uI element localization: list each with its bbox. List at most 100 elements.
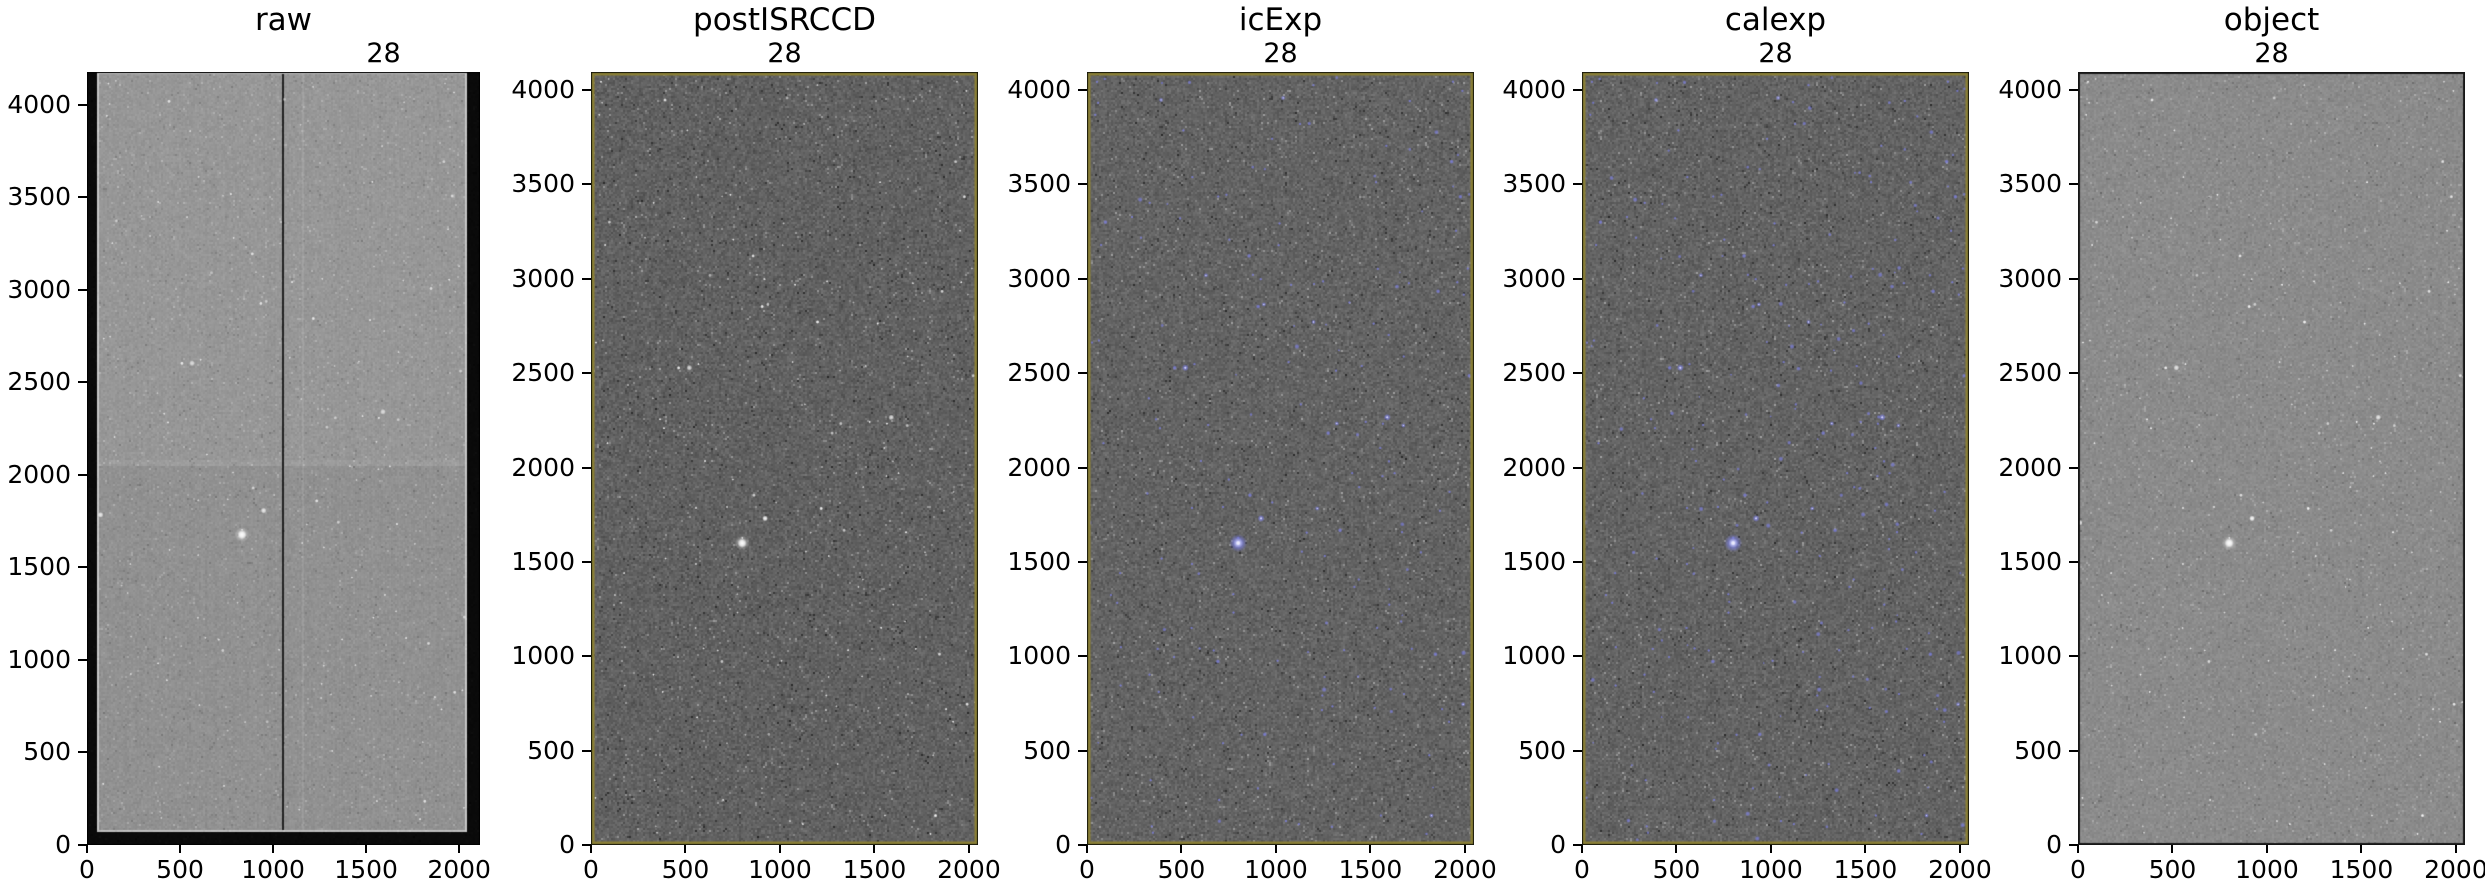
x-tick-label: 1500 <box>1833 855 1898 884</box>
ccd-image <box>2078 72 2465 845</box>
y-tick-label: 2000 <box>1998 452 2062 482</box>
x-tick <box>2171 845 2174 853</box>
y-tick <box>78 473 87 476</box>
ccd-image <box>1582 72 1969 845</box>
x-tick-label: 1000 <box>1244 855 1308 884</box>
x-tick-label: 1000 <box>1739 855 1803 884</box>
x-tick <box>1864 845 1867 853</box>
y-tick <box>1573 749 1582 752</box>
y-tick <box>2069 89 2078 92</box>
y-tick <box>78 844 87 846</box>
x-tick <box>365 845 368 853</box>
x-tick-label: 1000 <box>2235 855 2299 884</box>
y-tick-label: 1000 <box>7 644 71 674</box>
x-tick <box>272 845 275 853</box>
panel-subtitle: 28 <box>366 38 401 69</box>
y-tick <box>78 381 87 384</box>
x-tick <box>179 845 182 853</box>
y-tick-label: 3500 <box>1998 169 2062 199</box>
panel-title: raw <box>254 2 313 38</box>
y-tick <box>2069 277 2078 280</box>
y-tick <box>78 196 87 199</box>
y-tick-label: 3000 <box>7 274 71 304</box>
x-tick-label: 1500 <box>842 855 907 884</box>
y-tick-label: 3500 <box>1502 169 1566 199</box>
y-tick <box>78 288 87 291</box>
x-tick <box>86 845 88 853</box>
y-tick <box>1078 560 1087 563</box>
x-tick-label: 1500 <box>334 855 398 884</box>
y-tick-label: 0 <box>559 830 575 859</box>
y-tick-label: 2500 <box>7 367 71 397</box>
y-tick <box>78 103 87 106</box>
x-tick <box>1463 845 1466 853</box>
y-tick-label: 1500 <box>1007 546 1071 576</box>
panel-subtitle: 28 <box>767 38 802 69</box>
x-tick <box>2077 845 2079 853</box>
y-tick-label: 3000 <box>1007 263 1071 293</box>
y-tick-label: 4000 <box>1502 75 1566 105</box>
x-tick <box>458 845 461 853</box>
panel-title: postISRCCD <box>693 2 876 38</box>
y-tick-label: 1500 <box>1998 546 2062 576</box>
y-tick-label: 4000 <box>1998 75 2062 105</box>
x-tick <box>684 845 687 853</box>
x-tick-label: 2000 <box>1433 855 1497 884</box>
y-tick <box>2069 372 2078 375</box>
y-tick <box>1573 183 1582 186</box>
panel-title: object <box>2223 2 2320 38</box>
y-tick <box>1573 560 1582 563</box>
x-tick-label: 500 <box>661 855 710 884</box>
y-tick <box>2069 466 2078 469</box>
y-tick <box>2069 183 2078 186</box>
y-tick-label: 1500 <box>7 552 71 582</box>
x-tick-label: 2000 <box>937 855 1001 884</box>
y-tick <box>2069 655 2078 658</box>
y-tick <box>582 560 591 563</box>
y-tick <box>1078 372 1087 375</box>
y-tick <box>1078 655 1087 658</box>
y-tick-label: 1000 <box>1007 641 1071 671</box>
x-tick-label: 1500 <box>1338 855 1403 884</box>
x-tick-label: 500 <box>1157 855 1206 884</box>
y-tick-label: 1000 <box>511 641 575 671</box>
y-tick <box>2069 560 2078 563</box>
x-tick <box>2265 845 2268 853</box>
panel-title-block: raw 28 <box>87 2 480 69</box>
x-tick <box>778 845 781 853</box>
y-tick <box>1078 183 1087 186</box>
x-tick-label: 1500 <box>2329 855 2394 884</box>
y-tick <box>78 658 87 661</box>
y-tick-label: 2000 <box>1007 452 1071 482</box>
image-panel: icExp 28 0 500 1000 1500 2000 2500 3000 3500 400… <box>1007 0 1496 894</box>
x-tick <box>1274 845 1277 853</box>
y-tick-label: 3500 <box>511 169 575 199</box>
x-tick-label: 0 <box>1574 855 1590 884</box>
image-panel: postISRCCD 28 0 500 1000 1500 2000 2500 3000 35… <box>511 0 1000 894</box>
y-tick <box>1078 844 1087 846</box>
x-tick <box>1769 845 1772 853</box>
x-tick-label: 0 <box>583 855 599 884</box>
panel-title-block: postISRCCD 28 <box>591 2 978 69</box>
y-tick-label: 3500 <box>7 182 71 212</box>
y-tick-label: 4000 <box>511 75 575 105</box>
y-tick-label: 2000 <box>511 452 575 482</box>
y-tick-label: 2000 <box>7 459 71 489</box>
y-tick-label: 0 <box>2046 830 2062 859</box>
y-tick <box>582 844 591 846</box>
y-tick-label: 500 <box>1023 735 1071 765</box>
x-tick <box>1369 845 1372 853</box>
x-tick <box>1180 845 1183 853</box>
image-panel: object 28 0 500 1000 1500 2000 2500 3000 3500 40… <box>1998 0 2485 894</box>
x-tick <box>1958 845 1961 853</box>
x-tick <box>1581 845 1583 853</box>
y-tick <box>78 566 87 569</box>
x-tick <box>1675 845 1678 853</box>
y-tick-label: 3500 <box>1007 169 1071 199</box>
x-tick <box>873 845 876 853</box>
y-tick-label: 500 <box>527 735 575 765</box>
y-tick <box>582 89 591 92</box>
y-tick-label: 500 <box>1518 735 1566 765</box>
y-tick-label: 3000 <box>511 263 575 293</box>
y-tick-label: 1000 <box>1998 641 2062 671</box>
